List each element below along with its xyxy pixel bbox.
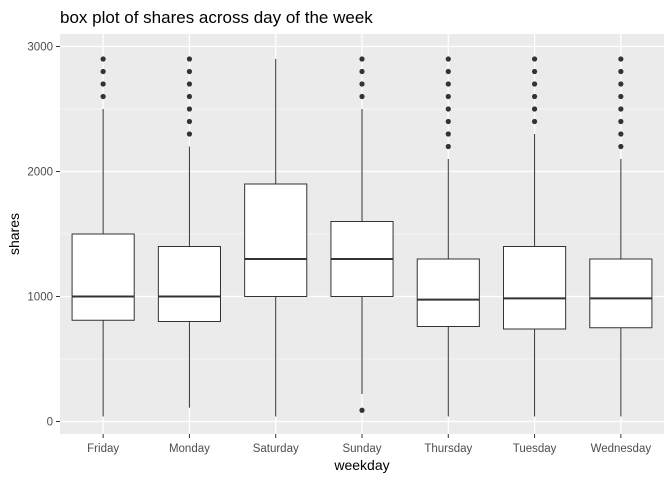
box-iqr — [157, 246, 221, 322]
outlier-point — [100, 81, 106, 87]
x-tick-label: Sunday — [342, 443, 381, 455]
outlier-point — [186, 106, 193, 112]
x-tick-label: Monday — [169, 443, 210, 455]
outlier-point — [359, 68, 365, 75]
outlier-point — [445, 106, 451, 112]
outlier-point — [186, 81, 193, 87]
outlier-point — [186, 68, 193, 75]
outlier-point — [186, 131, 193, 137]
outlier-point — [618, 81, 624, 87]
outlier-point — [531, 56, 538, 62]
outlier-point — [445, 143, 451, 150]
outlier-point — [531, 118, 538, 125]
y-tick-label: 0 — [47, 417, 53, 429]
outlier-point — [359, 407, 365, 413]
outlier-point — [531, 106, 538, 112]
outlier-point — [618, 93, 624, 100]
y-tick-label: 1000 — [27, 292, 53, 304]
y-axis-title: shares — [6, 213, 22, 255]
box-monday — [157, 56, 221, 408]
chart-title: box plot of shares across day of the wee… — [60, 8, 373, 27]
outlier-point — [100, 93, 106, 100]
outlier-point — [531, 81, 538, 87]
outlier-point — [186, 118, 193, 125]
outlier-point — [618, 56, 624, 62]
outlier-point — [618, 131, 624, 137]
outlier-point — [618, 118, 624, 125]
x-tick-label: Tuesday — [513, 443, 557, 455]
outlier-point — [445, 93, 451, 100]
box-iqr — [503, 246, 567, 330]
outlier-point — [359, 81, 365, 87]
x-tick-label: Thursday — [424, 443, 472, 455]
outlier-point — [445, 81, 451, 87]
axes: 0 1000 2000 3000 Friday Monday Saturday Sunday T… — [27, 42, 651, 456]
outlier-point — [186, 56, 193, 62]
boxes — [71, 56, 653, 417]
outlier-point — [445, 56, 451, 62]
outlier-point — [445, 68, 451, 75]
outlier-point — [100, 68, 106, 75]
box-thursday — [416, 56, 480, 417]
outlier-point — [359, 56, 365, 62]
outlier-point — [445, 118, 451, 125]
box-wednesday — [589, 56, 653, 417]
box-iqr — [71, 233, 135, 321]
x-tick-label: Saturday — [253, 443, 299, 455]
box-iqr — [244, 183, 308, 297]
outlier-point — [531, 93, 538, 100]
box-tuesday — [503, 56, 567, 417]
outlier-point — [100, 56, 106, 62]
x-tick-label: Friday — [87, 443, 119, 455]
outlier-point — [445, 131, 451, 137]
outlier-point — [359, 93, 365, 100]
box-iqr — [416, 258, 480, 327]
x-tick-label: Wednesday — [591, 443, 652, 455]
box-saturday — [244, 59, 308, 417]
outlier-point — [618, 68, 624, 75]
y-tick-label: 3000 — [27, 42, 53, 54]
outlier-point — [186, 93, 193, 100]
y-tick-label: 2000 — [27, 167, 53, 179]
outlier-point — [531, 68, 538, 75]
box-sunday — [330, 56, 394, 413]
outlier-point — [618, 143, 624, 150]
box-friday — [71, 56, 135, 417]
outlier-point — [618, 106, 624, 112]
x-axis-title: weekday — [333, 457, 389, 473]
box-iqr — [589, 258, 653, 329]
